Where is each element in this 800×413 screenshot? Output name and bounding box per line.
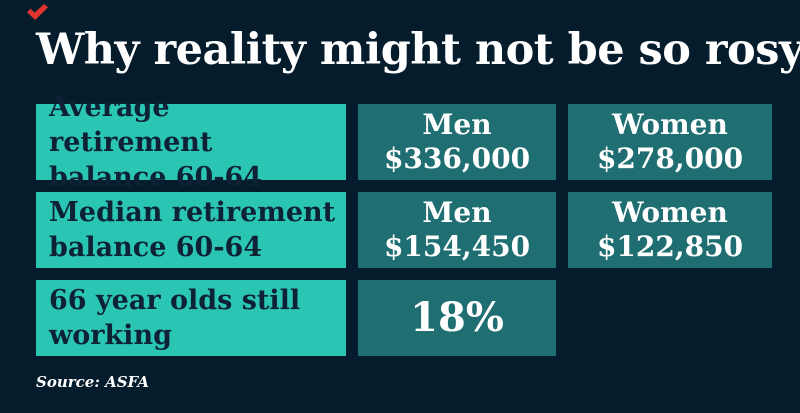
source-note: Source: ASFA [36, 373, 149, 391]
cell-average-women: Women $278,000 [568, 104, 772, 180]
cell-value: $278,000 [596, 142, 744, 175]
row-label-text: 66 year olds still working [49, 285, 301, 351]
row-label-text: Average retirement balance 60-64 [49, 91, 263, 193]
row-label-median-balance: Median retirement balance 60-64 [36, 192, 346, 268]
cell-heading: Women [612, 108, 728, 141]
cell-median-women: Women $122,850 [568, 192, 772, 268]
cell-value: $336,000 [383, 142, 531, 175]
cell-value: 18% [410, 294, 504, 341]
stats-table: Average retirement balance 60-64 Men $33… [36, 92, 772, 356]
cell-heading: Women [612, 196, 728, 229]
cell-average-men: Men $336,000 [358, 104, 556, 180]
page-title: Why reality might not be so rosy [36, 25, 800, 75]
cell-heading: Men [422, 196, 492, 229]
cell-value: $154,450 [383, 230, 531, 263]
row-label-text: Median retirement balance 60-64 [49, 197, 336, 263]
cell-heading: Men [422, 108, 492, 141]
cell-value: $122,850 [596, 230, 744, 263]
red-tick-logo-icon [27, 4, 48, 20]
row-label-still-working: 66 year olds still working [36, 280, 346, 356]
cell-still-working-percent: 18% [358, 280, 556, 356]
row-label-average-balance: Average retirement balance 60-64 [36, 92, 346, 193]
cell-median-men: Men $154,450 [358, 192, 556, 268]
